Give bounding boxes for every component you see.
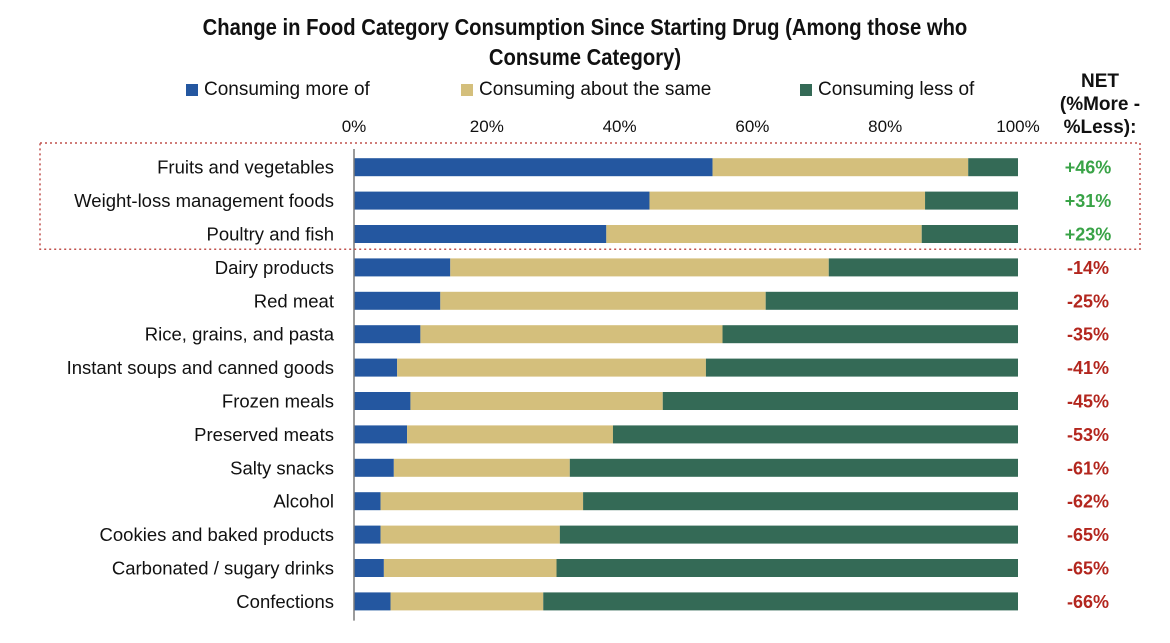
x-tick-label-80pct: 80% bbox=[868, 117, 902, 136]
category-label: Carbonated / sugary drinks bbox=[112, 558, 334, 579]
x-tick-label-40pct: 40% bbox=[603, 117, 637, 136]
bar-segment-less bbox=[968, 158, 1018, 177]
bar-segment-more bbox=[354, 191, 650, 210]
category-label: Poultry and fish bbox=[206, 224, 334, 245]
category-label: Instant soups and canned goods bbox=[67, 357, 334, 378]
net-value: -25% bbox=[1067, 291, 1109, 311]
legend-label-more: Consuming more of bbox=[204, 79, 370, 100]
bar-segment-same bbox=[407, 425, 613, 444]
legend-item-same: Consuming about the same bbox=[461, 78, 711, 102]
bar-segment-same bbox=[380, 492, 584, 511]
bar-segment-less bbox=[569, 458, 1018, 477]
net-header-line-3: %Less): bbox=[1063, 117, 1137, 138]
x-tick-label-60pct: 60% bbox=[735, 117, 769, 136]
bar-segment-less bbox=[543, 592, 1018, 611]
bar-segment-same bbox=[606, 225, 922, 243]
bar-segment-more bbox=[354, 225, 607, 243]
net-value: -53% bbox=[1067, 425, 1109, 445]
x-tick-label-20pct: 20% bbox=[470, 117, 504, 136]
category-label: Dairy products bbox=[215, 257, 334, 278]
category-label: Red meat bbox=[254, 290, 334, 311]
legend-item-less: Consuming less of bbox=[800, 78, 974, 102]
net-value: -41% bbox=[1067, 358, 1109, 378]
net-value: +31% bbox=[1065, 191, 1112, 211]
bar-segment-same bbox=[712, 158, 969, 177]
category-label: Rice, grains, and pasta bbox=[145, 324, 335, 345]
bar-segment-same bbox=[649, 191, 926, 210]
net-header-line-2: (%More - bbox=[1059, 94, 1141, 115]
net-value: -65% bbox=[1067, 525, 1109, 545]
highlight-box bbox=[39, 142, 1141, 250]
net-value: -61% bbox=[1067, 458, 1109, 478]
bar-segment-less bbox=[828, 258, 1018, 277]
category-label: Salty snacks bbox=[230, 457, 334, 478]
bar-segment-same bbox=[383, 559, 557, 577]
bar-segment-more bbox=[354, 492, 381, 511]
bar-segment-more bbox=[354, 392, 411, 410]
net-header-line-1: NET bbox=[1081, 71, 1119, 92]
bar-segment-more bbox=[354, 258, 451, 277]
bar-segment-same bbox=[420, 325, 723, 344]
legend-item-more: Consuming more of bbox=[186, 78, 370, 102]
net-value: -62% bbox=[1067, 492, 1109, 512]
bar-segment-more bbox=[354, 525, 381, 544]
bar-segment-less bbox=[559, 525, 1018, 544]
chart-title-line-2: Consume Category) bbox=[488, 44, 682, 70]
bar-segment-more bbox=[354, 559, 384, 577]
bar-segment-same bbox=[390, 592, 544, 611]
net-value: -14% bbox=[1067, 258, 1109, 278]
legend-label-less: Consuming less of bbox=[818, 79, 975, 100]
bar-segment-more bbox=[354, 325, 421, 344]
bar-segment-same bbox=[397, 358, 706, 377]
legend-label-same: Consuming about the same bbox=[479, 79, 712, 100]
category-label: Frozen meals bbox=[222, 391, 334, 412]
bar-segment-less bbox=[765, 291, 1018, 310]
category-label: Confections bbox=[236, 591, 334, 612]
category-label: Cookies and baked products bbox=[100, 524, 334, 545]
x-tick-label-100pct: 100% bbox=[996, 117, 1039, 136]
net-value: +46% bbox=[1065, 158, 1112, 178]
net-value: +23% bbox=[1065, 225, 1112, 245]
net-value: -65% bbox=[1067, 559, 1109, 579]
bar-segment-less bbox=[556, 559, 1018, 577]
legend-swatch-same bbox=[461, 84, 473, 96]
net-value: -66% bbox=[1067, 592, 1109, 612]
chart-title-line-1: Change in Food Category Consumption Sinc… bbox=[202, 14, 968, 40]
bar-segment-same bbox=[440, 291, 766, 310]
net-value: -45% bbox=[1067, 392, 1109, 412]
bar-segment-less bbox=[722, 325, 1018, 344]
bar-segment-more bbox=[354, 425, 408, 444]
bar-segment-more bbox=[354, 592, 391, 611]
bar-segment-same bbox=[410, 392, 663, 410]
bar-segment-same bbox=[393, 458, 570, 477]
bar-segment-more bbox=[354, 291, 441, 310]
net-value: -35% bbox=[1067, 325, 1109, 345]
bar-segment-same bbox=[380, 525, 560, 544]
bar-segment-more bbox=[354, 158, 713, 177]
bar-segment-same bbox=[450, 258, 829, 277]
legend-swatch-less bbox=[800, 84, 812, 96]
category-label: Weight-loss management foods bbox=[74, 190, 334, 211]
bar-segment-less bbox=[705, 358, 1018, 377]
x-tick-label-0pct: 0% bbox=[342, 117, 367, 136]
bar-segment-less bbox=[583, 492, 1018, 511]
category-label: Preserved meats bbox=[194, 424, 334, 445]
bar-segment-less bbox=[612, 425, 1018, 444]
bar-segment-less bbox=[925, 191, 1018, 210]
category-label: Fruits and vegetables bbox=[157, 157, 334, 178]
bar-segment-more bbox=[354, 458, 394, 477]
legend-swatch-more bbox=[186, 84, 198, 96]
bar-segment-less bbox=[662, 392, 1018, 410]
category-label: Alcohol bbox=[273, 491, 334, 512]
bar-segment-more bbox=[354, 358, 398, 377]
net-column-header: NET (%More - %Less): bbox=[1040, 70, 1160, 139]
chart-title: Change in Food Category Consumption Sinc… bbox=[176, 12, 994, 72]
bar-segment-less bbox=[921, 225, 1018, 243]
